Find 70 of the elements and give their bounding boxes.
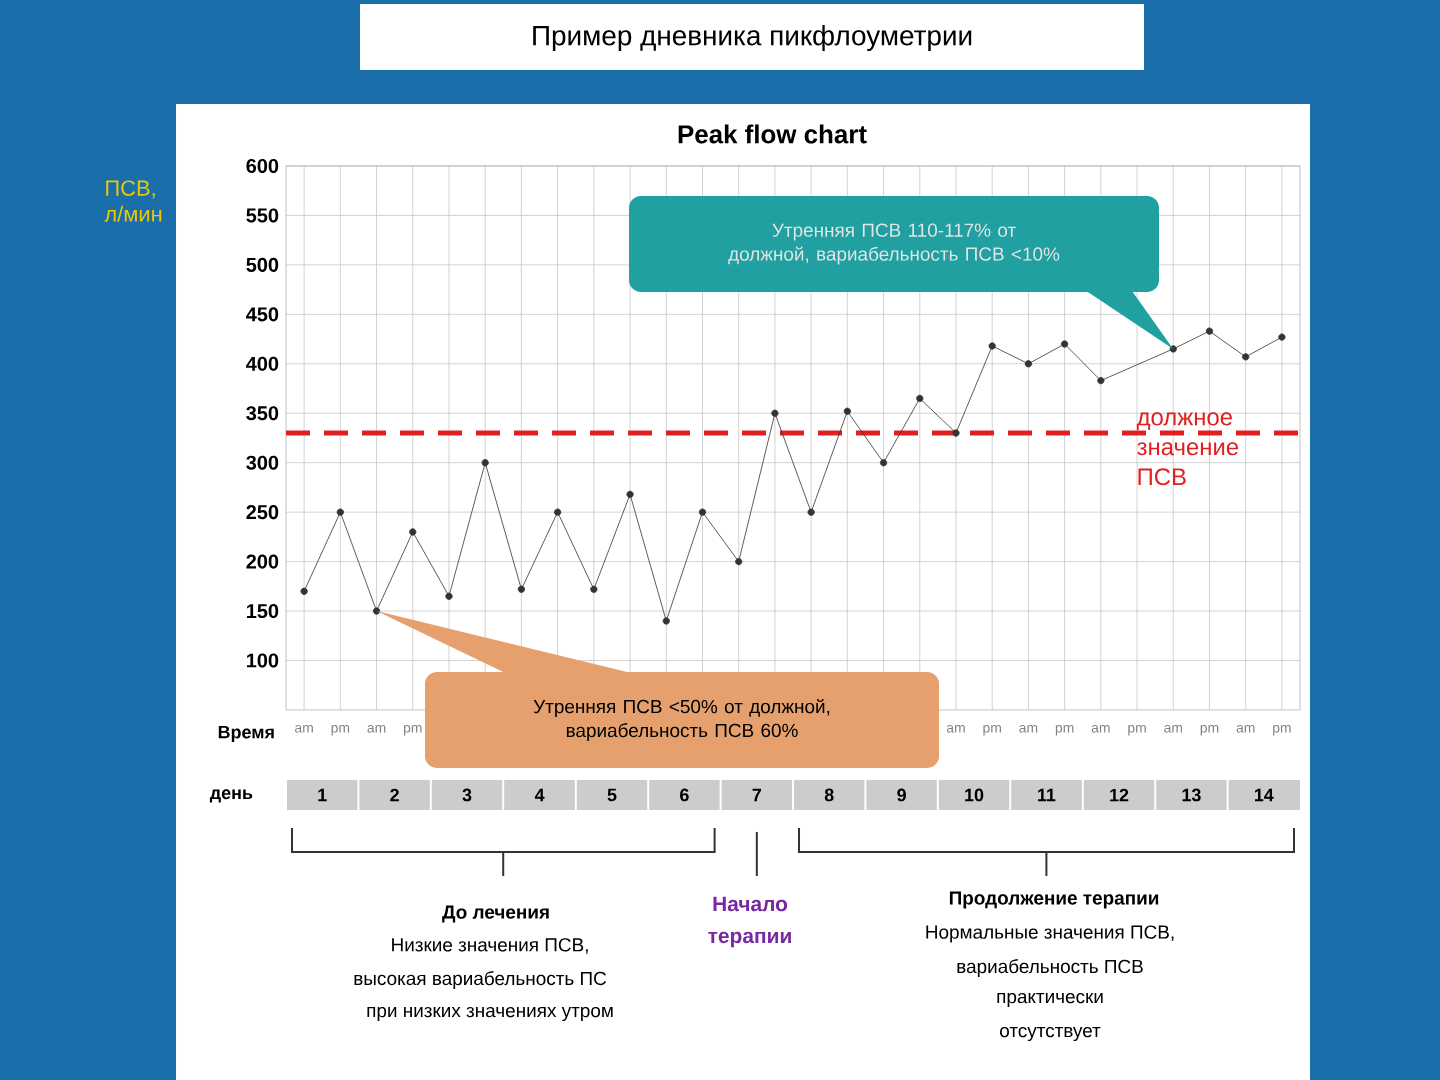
text: 2 <box>390 788 399 802</box>
text: 8 <box>824 788 834 802</box>
text: Время <box>218 725 274 742</box>
point <box>445 592 453 600</box>
text: 1 <box>318 788 327 802</box>
point <box>916 394 924 403</box>
annotation: Утренняя ПСВ 110-117% от должной, вариабельность ПСВ <10% <box>728 223 1060 265</box>
point <box>735 558 743 566</box>
point <box>771 409 779 417</box>
text: 4 <box>534 788 545 802</box>
point <box>843 407 851 415</box>
point <box>698 508 707 516</box>
text: Низкие значения ПСВ, <box>392 938 588 954</box>
y-tick-label: 100 <box>246 653 279 668</box>
point <box>1278 333 1286 341</box>
text: при низких значениях утром <box>367 1006 613 1022</box>
text: 6 <box>680 788 689 802</box>
point <box>590 585 598 593</box>
point <box>1061 340 1069 348</box>
text: 14 <box>1254 788 1274 802</box>
point <box>1024 360 1033 368</box>
text: практически <box>997 992 1103 1008</box>
ref-line-label: должное значение ПСВ <box>1136 412 1239 486</box>
y-tick-label: 400 <box>246 356 279 371</box>
y-tick-label: 150 <box>246 604 279 619</box>
text: 11 <box>1038 788 1056 802</box>
y-tick-label: 550 <box>246 208 279 223</box>
text: день <box>209 789 253 803</box>
text: 12 <box>1110 788 1129 802</box>
y-tick-label: 300 <box>246 455 279 470</box>
text: вариабельность ПСВ <box>957 959 1143 977</box>
point <box>952 429 960 437</box>
point <box>988 342 996 350</box>
text: 5 <box>607 788 617 802</box>
text: отсутствует <box>1000 1026 1101 1042</box>
text: 7 <box>752 788 762 802</box>
point <box>300 587 308 595</box>
point <box>409 528 417 536</box>
point <box>626 490 634 498</box>
text: 3 <box>462 788 472 802</box>
text: высокая вариабельность ПС <box>354 971 607 989</box>
point <box>1242 353 1250 361</box>
y-tick-label: 450 <box>246 307 279 322</box>
text: ПСВ, л/мин <box>104 180 162 222</box>
point <box>1097 377 1105 385</box>
annotation: Утренняя ПСВ <50% от должной, вариабельность ПСВ 60% <box>533 699 830 741</box>
point <box>554 508 562 516</box>
text: Начало терапии <box>708 896 791 948</box>
y-tick-label: 200 <box>246 554 279 569</box>
point <box>807 508 815 516</box>
text: Продолжение терапии <box>949 891 1159 909</box>
point <box>336 508 344 516</box>
text: 13 <box>1182 788 1201 802</box>
y-tick-label: 500 <box>246 257 279 272</box>
point <box>879 459 888 467</box>
text: 10 <box>965 788 984 802</box>
point <box>517 585 526 593</box>
text: 9 <box>897 788 906 802</box>
y-tick-label: 250 <box>246 505 279 520</box>
y-tick-label: 350 <box>246 406 279 421</box>
chart-title: Пример дневника пикфлоуметрии <box>533 24 972 51</box>
point <box>481 459 489 467</box>
point <box>372 607 381 615</box>
chart-subtitle: Peak flow chart <box>678 124 867 144</box>
point <box>662 617 670 625</box>
text: До лечения <box>442 905 549 923</box>
point <box>1205 327 1214 335</box>
text: Нормальные значения ПСВ, <box>926 925 1174 943</box>
point <box>1169 345 1177 353</box>
y-tick-label: 600 <box>246 158 279 174</box>
